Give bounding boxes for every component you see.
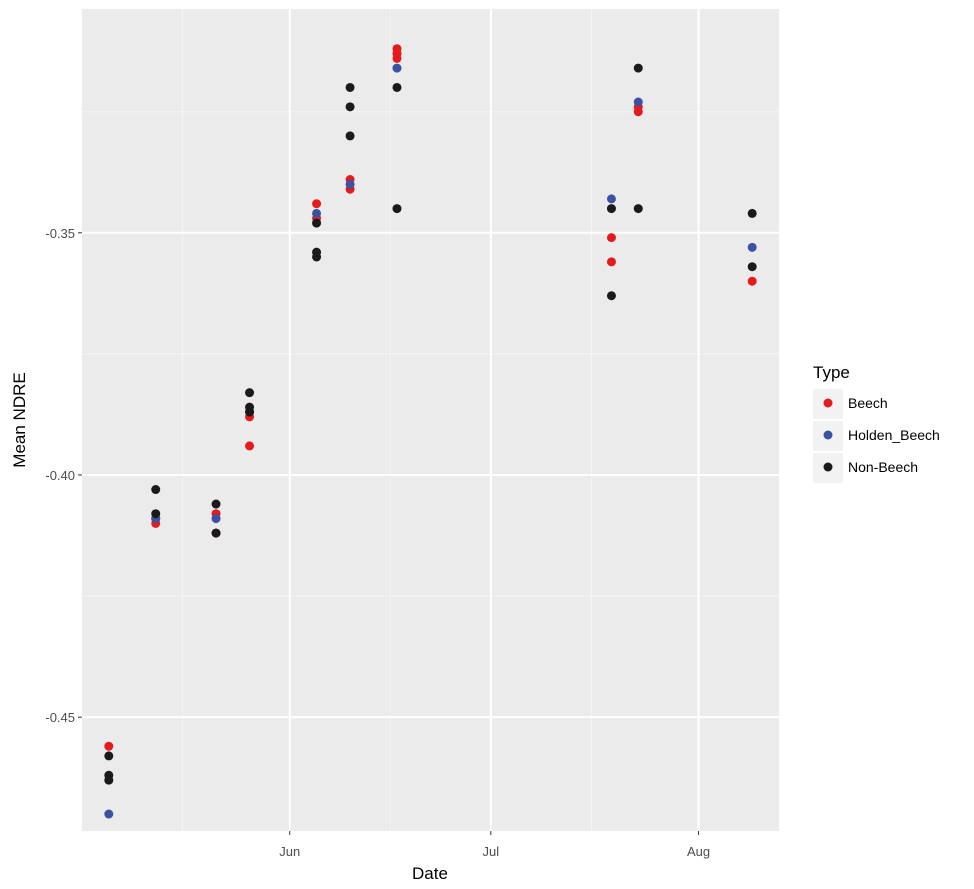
data-point-non-beech (211, 499, 221, 509)
y-tick-label: -0.40 (45, 468, 75, 483)
y-axis-ticks: -0.35 -0.40 -0.45 (45, 226, 82, 725)
legend: Type Beech Holden_Beech Non-Beech (813, 363, 940, 483)
plot-panel (82, 9, 779, 831)
data-point-non-beech (606, 204, 616, 214)
data-point-non-beech (633, 204, 643, 214)
minor-gridlines (82, 9, 779, 831)
data-point-non-beech (392, 82, 402, 92)
x-axis-ticks: Jun Jul Aug (279, 831, 710, 859)
data-points (104, 44, 757, 819)
data-point-non-beech (312, 218, 322, 228)
data-point-non-beech (104, 751, 114, 761)
legend-title: Type (813, 363, 850, 382)
y-tick-label: -0.45 (45, 710, 75, 725)
data-point-holden-beech (345, 179, 355, 189)
legend-marker (823, 462, 833, 472)
data-point-non-beech (606, 291, 616, 301)
legend-label: Beech (848, 395, 888, 411)
data-point-holden-beech (392, 63, 402, 73)
x-tick-label: Jun (279, 844, 300, 859)
data-point-non-beech (392, 204, 402, 214)
data-point-beech (606, 233, 616, 243)
data-point-holden-beech (104, 809, 114, 819)
data-point-non-beech (245, 388, 255, 398)
legend-items: Beech Holden_Beech Non-Beech (813, 389, 940, 483)
data-point-beech (747, 276, 757, 286)
data-point-non-beech (211, 528, 221, 538)
legend-label: Holden_Beech (848, 427, 940, 443)
y-tick-label: -0.35 (45, 226, 75, 241)
data-point-holden-beech (747, 242, 757, 252)
data-point-non-beech (633, 63, 643, 73)
data-point-holden-beech (633, 97, 643, 107)
data-point-non-beech (245, 407, 255, 417)
data-point-beech (104, 741, 114, 751)
data-point-beech (606, 257, 616, 267)
data-point-non-beech (345, 102, 355, 112)
data-point-non-beech (151, 485, 161, 495)
x-axis-title: Date (412, 864, 448, 883)
legend-marker (823, 398, 833, 408)
data-point-beech (392, 53, 402, 63)
data-point-beech (312, 199, 322, 209)
data-point-beech (633, 107, 643, 117)
major-gridlines (82, 9, 779, 831)
legend-label: Non-Beech (848, 459, 918, 475)
data-point-holden-beech (312, 208, 322, 218)
y-axis-title: Mean NDRE (10, 372, 29, 467)
data-point-holden-beech (211, 514, 221, 524)
data-point-beech (245, 441, 255, 451)
legend-marker (823, 430, 833, 440)
x-tick-label: Aug (687, 844, 710, 859)
data-point-non-beech (345, 131, 355, 141)
data-point-non-beech (312, 252, 322, 262)
data-point-non-beech (747, 262, 757, 272)
data-point-non-beech (104, 775, 114, 785)
data-point-non-beech (345, 82, 355, 92)
x-tick-label: Jul (483, 844, 500, 859)
data-point-non-beech (747, 208, 757, 218)
data-point-holden-beech (606, 194, 616, 204)
data-point-non-beech (151, 509, 161, 519)
